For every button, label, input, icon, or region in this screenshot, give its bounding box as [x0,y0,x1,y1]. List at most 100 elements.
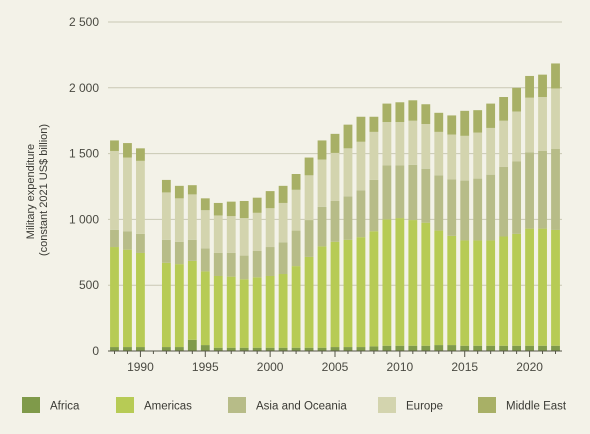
bar-segment-africa [226,347,236,351]
bar-segment-europe [213,215,223,253]
bar-segment-asia-and-oceania [421,168,431,223]
bar-segment-africa [369,346,379,351]
legend-label: Europe [406,401,443,413]
bar-segment-asia-and-oceania [343,196,353,240]
bar-2007 [356,116,366,351]
bar-segment-europe [408,120,418,165]
bar-segment-asia-and-oceania [278,242,288,275]
bar-segment-americas [512,233,522,346]
bar-segment-asia-and-oceania [382,165,392,220]
bar-2013 [434,112,444,351]
bar-2016 [473,110,483,351]
bar-1994 [187,185,197,351]
legend-label: Asia and Oceania [256,401,347,413]
bar-segment-americas [291,266,301,348]
bar-segment-asia-and-oceania [460,180,470,241]
bar-2022 [551,63,560,351]
x-axis: 1990 1995 2000 2005 2010 2015 2020 [108,350,562,374]
bar-segment-americas [525,228,534,346]
bar-segment-americas [343,239,353,348]
bar-segment-middle-east [473,110,483,133]
bar-segment-africa [330,347,340,351]
bar-segment-americas [460,240,470,346]
bar-segment-africa [421,345,431,351]
bar-segment-europe [187,194,197,240]
legend-item-europe: Europe [378,397,443,413]
bar-1992 [161,179,171,351]
bar-segment-europe [382,122,392,166]
bar-segment-africa [382,345,392,351]
legend: Africa Americas Asia and Oceania Europe Midd… [22,397,567,413]
bar-segment-africa [434,345,444,351]
bar-segment-americas [213,275,223,348]
legend-label: Africa [50,401,80,413]
bar-segment-asia-and-oceania [525,152,534,229]
bar-2008 [369,116,379,351]
bar-segment-americas [161,262,171,348]
bar-2014 [447,115,457,351]
bar-segment-europe [434,131,444,176]
y-axis: 0 500 1 000 1 500 2 000 2 500 [69,15,99,358]
bar-segment-africa [265,347,275,351]
bar-1999 [252,197,262,351]
bar-segment-americas [317,246,327,348]
bar-1988 [110,140,119,351]
bar-segment-middle-east [226,201,236,217]
bar-segment-africa [239,347,249,351]
x-tick-label: 1995 [192,360,219,374]
bar-segment-middle-east [136,148,145,161]
bar-segment-africa [187,339,197,351]
x-tick-label: 2020 [516,360,543,374]
bar-segment-asia-and-oceania [226,252,236,277]
bar-2002 [291,173,301,351]
bars [110,63,560,351]
bar-segment-africa [408,345,418,351]
bar-segment-middle-east [174,185,184,199]
bar-segment-americas [395,218,405,346]
y-tick-label: 2 500 [69,15,99,29]
bar-segment-africa [460,345,470,351]
bar-segment-africa [447,345,457,351]
legend-swatch [378,397,396,413]
bar-2019 [512,87,522,351]
bar-segment-europe [499,120,509,167]
bar-segment-middle-east [278,185,288,203]
bar-segment-asia-and-oceania [239,255,249,280]
bar-2015 [460,110,470,351]
bar-segment-africa [123,347,132,351]
bar-segment-americas [265,275,275,348]
bar-segment-africa [343,347,353,351]
bar-segment-americas [304,256,314,348]
bar-2001 [278,185,288,351]
bar-segment-europe [161,192,171,240]
bar-2005 [330,133,340,351]
bar-segment-europe [174,198,184,242]
bar-segment-americas [369,231,379,347]
bar-2000 [265,191,275,351]
bar-segment-middle-east [343,124,353,149]
bar-segment-africa [512,345,522,351]
y-axis-label-line-1: Military expenditure [25,144,37,239]
bar-segment-middle-east [434,112,444,132]
bar-segment-africa [538,345,547,351]
bar-segment-americas [252,277,262,348]
bar-segment-asia-and-oceania [395,165,405,219]
bar-segment-middle-east [291,173,301,190]
bar-segment-africa [278,347,288,351]
bar-segment-middle-east [525,75,534,98]
bar-segment-africa [174,347,184,351]
bar-segment-europe [551,88,560,149]
bar-segment-middle-east [382,103,392,123]
legend-swatch [478,397,496,413]
bar-segment-asia-and-oceania [408,164,418,221]
bar-1998 [239,200,249,351]
bar-segment-europe [356,141,366,191]
bar-segment-middle-east [110,140,119,151]
bar-segment-asia-and-oceania [473,178,483,241]
bar-segment-middle-east [213,202,223,216]
bar-2018 [499,97,509,351]
bar-segment-middle-east [421,104,431,124]
bar-segment-africa [486,345,496,351]
bar-segment-europe [136,160,145,234]
